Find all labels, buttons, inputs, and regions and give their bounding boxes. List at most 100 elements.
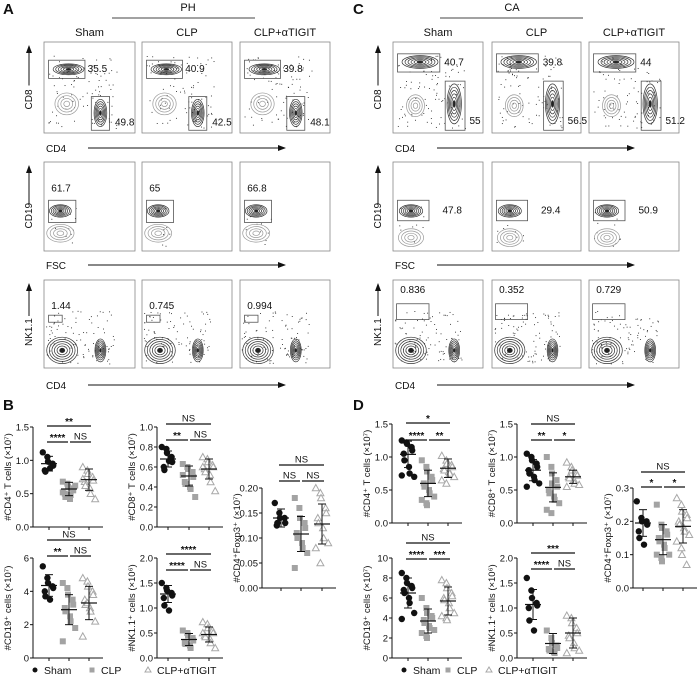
event-dot (495, 341, 497, 343)
event-dot (143, 337, 145, 339)
contour (252, 208, 261, 214)
event-dot (92, 355, 94, 357)
sham-point (534, 602, 541, 609)
flow-plot: 66.8 (239, 161, 331, 252)
event-dot (558, 98, 560, 100)
column-header: CLP (526, 27, 547, 39)
event-dot (72, 100, 74, 102)
clp-point (182, 641, 189, 647)
event-dot (185, 345, 187, 347)
y-axis-label: #CD19⁺ cells (×10⁷) (362, 566, 373, 651)
event-dot (75, 344, 77, 346)
sham-point (160, 594, 167, 602)
event-dot (459, 330, 461, 332)
flow-plot: 35.549.8 (43, 41, 136, 134)
event-dot (550, 323, 552, 325)
clp-point (296, 505, 303, 511)
event-dot (307, 97, 309, 98)
tigit-point (201, 632, 210, 641)
event-dot (538, 99, 540, 101)
event-dot (599, 72, 601, 74)
sham-point (46, 465, 54, 472)
tigit-point (311, 543, 321, 552)
clp-point (62, 608, 69, 615)
legend-clp-icon (445, 667, 451, 673)
event-dot (109, 58, 111, 60)
event-dot (415, 98, 417, 99)
plot-frame (491, 279, 582, 369)
event-dot (540, 359, 542, 361)
event-dot (513, 315, 515, 317)
event-dot (110, 314, 112, 316)
event-dot (187, 124, 189, 126)
event-dot (436, 328, 437, 330)
event-dot (247, 315, 249, 317)
event-dot (246, 218, 248, 220)
event-dot (209, 321, 211, 323)
event-dot (302, 113, 304, 115)
event-dot (431, 59, 433, 61)
event-dot (498, 99, 500, 100)
gate-percentage: 42.5 (212, 118, 232, 129)
event-dot (246, 343, 248, 344)
event-dot (443, 359, 445, 361)
contour (600, 56, 632, 68)
gate (90, 96, 110, 131)
event-dot (641, 112, 643, 114)
contour (447, 86, 461, 121)
contour (53, 228, 68, 238)
event-dot (629, 349, 631, 351)
event-dot (258, 64, 260, 66)
event-dot (618, 83, 620, 84)
contour (256, 66, 273, 73)
contour (408, 209, 414, 213)
event-dot (402, 106, 404, 108)
significance-label: * (563, 431, 567, 442)
event-dot (641, 126, 643, 128)
clp-point (192, 494, 199, 500)
event-dot (528, 102, 530, 104)
contour (512, 59, 525, 65)
event-dot (519, 93, 521, 95)
event-dot (281, 339, 283, 340)
significance-label: NS (546, 414, 559, 425)
contour (99, 348, 102, 353)
event-dot (425, 104, 427, 106)
event-dot (178, 342, 180, 344)
event-dot (58, 312, 60, 314)
contour (404, 56, 436, 68)
event-dot (277, 118, 279, 120)
contour (150, 206, 166, 216)
contour (606, 58, 626, 66)
event-dot (609, 337, 611, 339)
event-dot (165, 245, 167, 247)
contour (56, 230, 65, 236)
scatter-plot: 0.00.20.40.60.81.0#CD8⁺ T cells (×10⁷)NS… (127, 414, 223, 534)
event-dot (173, 85, 175, 87)
flow-plot: 47.8 (392, 161, 484, 252)
flow-plot: 0.836 (392, 279, 484, 369)
event-dot (62, 96, 64, 98)
contour (646, 342, 655, 359)
event-dot (423, 312, 425, 314)
event-dot (73, 80, 75, 81)
event-dot (605, 117, 607, 119)
event-dot (69, 213, 71, 215)
event-dot (307, 332, 309, 334)
event-dot (241, 349, 243, 351)
event-dot (112, 335, 114, 337)
clp-point (661, 545, 668, 551)
contour (245, 204, 268, 218)
plot-frame (43, 41, 136, 134)
event-dot (75, 317, 77, 319)
y-tick-label: 0.5 (500, 629, 513, 640)
contour (597, 230, 617, 245)
event-dot (636, 127, 638, 129)
event-dot (510, 64, 511, 65)
event-dot (252, 124, 254, 126)
contour (507, 209, 513, 213)
event-dot (448, 85, 450, 87)
event-dot (88, 81, 90, 83)
event-dot (424, 98, 426, 100)
significance-label: ** (54, 547, 62, 558)
